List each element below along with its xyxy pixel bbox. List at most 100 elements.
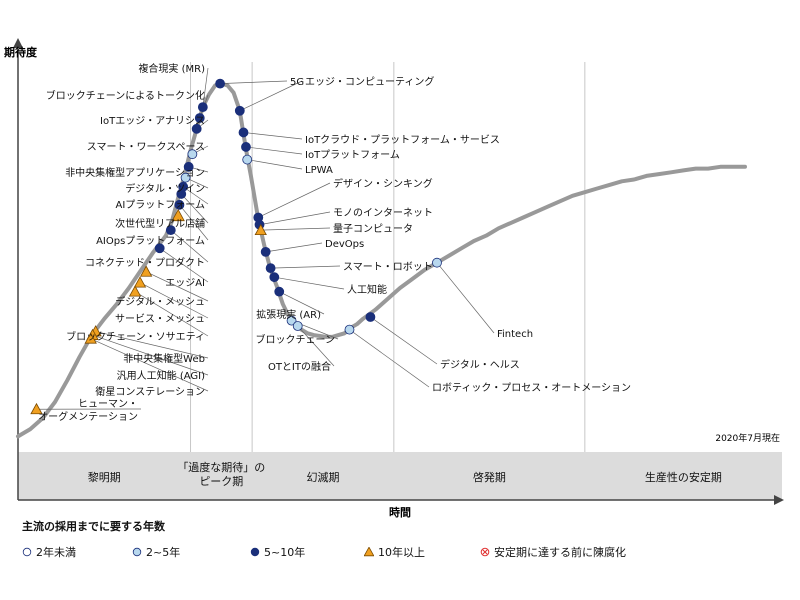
technology-marker <box>286 315 297 326</box>
technology-label-line: ブロックチェーン・ソサエティ <box>66 330 205 343</box>
technology-label: デザイン・シンキング <box>333 177 433 190</box>
technology-label: LPWA <box>305 165 333 176</box>
technology-marker <box>432 257 442 268</box>
phase-label: 幻滅期 <box>306 471 339 484</box>
leader-line <box>260 227 331 231</box>
technology-marker <box>274 286 285 297</box>
leader-line <box>182 186 209 205</box>
leader-line <box>370 316 438 365</box>
leader-line <box>265 242 323 253</box>
technology-marker <box>176 189 187 199</box>
technology-label: 量子コンピュータ <box>333 223 413 235</box>
legend-item: 5~10年 <box>250 544 305 560</box>
technology-label: エッジ・コンピューティング <box>305 75 434 88</box>
leader-line <box>245 146 303 155</box>
technology-marker <box>183 161 194 172</box>
technology-label: ブロックチェーン <box>256 333 336 346</box>
x-axis-label: 時間 <box>389 505 411 519</box>
technology-label-line: ブロックチェーン <box>256 333 336 346</box>
leader-line <box>259 211 331 226</box>
leader-line <box>247 159 303 170</box>
leader-line <box>170 229 209 263</box>
technology-marker <box>254 223 267 236</box>
technology-label: スマート・ワークスペース <box>87 141 205 153</box>
legend-label: 10年以上 <box>378 546 425 559</box>
hype-curve <box>16 81 747 439</box>
legend-symbol-icon <box>132 547 142 557</box>
technology-marker <box>215 78 225 89</box>
technology-label: 人工知能 <box>347 283 387 296</box>
technology-marker <box>139 265 153 277</box>
technology-marker <box>234 105 245 116</box>
technology-marker <box>133 276 147 288</box>
technology-label-line: ブロックチェーンによるトークン化 <box>46 89 205 102</box>
technology-label-line: スマート・ロボット <box>343 261 433 273</box>
technology-marker <box>128 285 142 297</box>
phase-label-line: ピーク期 <box>199 475 243 488</box>
leader-line <box>139 282 209 319</box>
legend-item: 2年未満 <box>22 544 76 560</box>
technology-label: デジタル・ヘルス <box>440 358 520 371</box>
technology-marker <box>238 127 249 138</box>
technology-label-line: モノのインターネット <box>333 207 433 219</box>
legend-marker <box>132 547 142 557</box>
technology-label: コネクテッド・プロダクト <box>85 256 205 269</box>
technology-label: デジタル・メッシュ <box>115 295 205 308</box>
technology-marker <box>197 102 208 113</box>
technology-label: IoTプラットフォーム <box>305 149 400 161</box>
technology-label: ブロックチェーン・ソサエティ <box>66 330 205 343</box>
technology-label-line: サービス・メッシュ <box>115 313 205 325</box>
technology-label-line: デジタル・ヘルス <box>440 358 520 371</box>
technology-label-line: エッジAI <box>165 278 205 289</box>
phase-band <box>18 452 782 500</box>
technology-label-line: 非中央集権型アプリケーション <box>65 166 205 179</box>
leader-line <box>297 325 335 367</box>
phase-label: 「過度な期待」のピーク期 <box>177 460 265 488</box>
technology-label-line: コネクテッド・プロダクト <box>85 256 205 269</box>
technology-label-line: デザイン・シンキング <box>333 177 433 190</box>
phase-label-line: 生産性の安定期 <box>645 470 722 484</box>
technology-marker <box>84 332 97 344</box>
technology-label-line: デジタル・ツイン <box>125 182 205 195</box>
legend-symbol-icon <box>22 547 32 557</box>
technology-label-line: LPWA <box>305 165 333 176</box>
technology-marker <box>241 142 251 152</box>
technology-marker <box>171 208 185 222</box>
leader-line <box>243 132 303 140</box>
leader-line <box>92 334 209 376</box>
legend-label: 5~10年 <box>264 546 306 559</box>
technology-label-line: Fintech <box>497 329 533 340</box>
legend: 主流の採用までに要する年数 2年未満 2~5年 5~10年 10年以上 安定期に達する前… <box>22 518 782 588</box>
technology-label: デジタル・ツイン <box>125 182 205 195</box>
technology-label-line: 汎用人工知能 (AGI) <box>117 369 205 382</box>
leader-line <box>274 276 345 290</box>
technology-label: 衛星コンステレーション <box>95 385 205 398</box>
technology-label-line: IoTエッジ・アナリシス <box>100 115 205 127</box>
as-of-date: 2020年7月現在 <box>715 432 780 444</box>
axes <box>13 38 784 505</box>
technology-marker <box>30 402 43 415</box>
y-axis-label: 期待度 <box>4 45 38 59</box>
technology-marker <box>154 243 165 254</box>
technology-label-line: 衛星コンステレーション <box>95 385 205 398</box>
technology-label: ヒューマン・オーグメンテーション <box>38 398 138 423</box>
technology-label: ブロックチェーンによるトークン化 <box>46 89 205 102</box>
technology-label: 汎用人工知能 (AGI) <box>117 369 205 382</box>
legend-marker <box>250 547 260 557</box>
technology-marker <box>292 321 303 331</box>
legend-label: 2~5年 <box>146 546 181 559</box>
technology-label: 複合現実 (MR) <box>138 62 205 75</box>
legend-symbol-icon <box>480 547 490 557</box>
technology-marker <box>365 312 376 322</box>
technology-label: スマート・ロボット <box>343 261 433 273</box>
technology-label-line: エッジ・コンピューティング <box>305 75 434 88</box>
technology-marker <box>260 246 271 257</box>
technology-label: ロボティック・プロセス・オートメーション <box>432 382 631 394</box>
technology-label: DevOps <box>325 239 364 250</box>
legend-marker <box>480 547 490 557</box>
technology-label-line: IoTクラウド・プラットフォーム・サービス <box>305 134 500 146</box>
technology-label: IoTエッジ・アナリシス <box>100 115 205 127</box>
legend-title: 主流の採用までに要する年数 <box>22 520 165 533</box>
leader-lines <box>36 67 495 410</box>
technology-label-line: 次世代型リアル店舗 <box>115 217 205 230</box>
